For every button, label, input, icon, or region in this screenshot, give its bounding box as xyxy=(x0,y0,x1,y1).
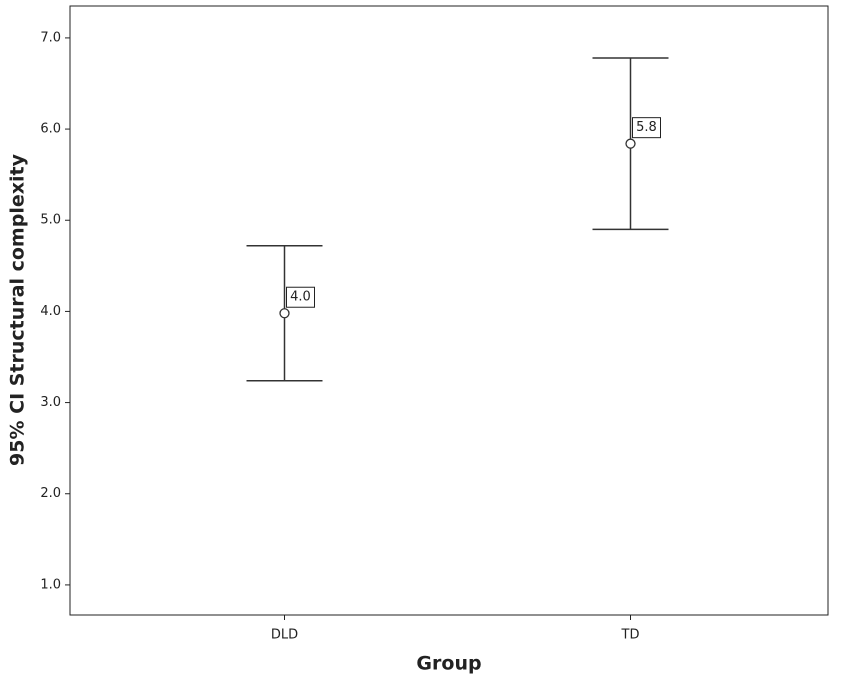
y-tick-label: 2.0 xyxy=(40,486,61,501)
x-axis-title: Group xyxy=(416,653,481,675)
y-tick-label: 4.0 xyxy=(40,304,61,319)
value-label-box xyxy=(286,286,315,308)
x-tick-label: DLD xyxy=(271,628,298,643)
y-tick-label: 3.0 xyxy=(40,395,61,410)
value-label: 5.8 xyxy=(636,120,657,135)
value-label: 4.0 xyxy=(290,290,311,305)
mean-marker xyxy=(279,308,290,319)
y-tick-label: 1.0 xyxy=(40,577,61,592)
y-tick-label: 5.0 xyxy=(40,213,61,228)
value-label-box xyxy=(632,117,661,139)
plot-frame xyxy=(69,5,829,616)
y-tick-label: 6.0 xyxy=(40,122,61,137)
mean-marker xyxy=(625,138,636,149)
y-axis-title: 95% CI Structural complexity xyxy=(7,153,29,466)
y-tick-label: 7.0 xyxy=(40,30,61,45)
x-tick-label: TD xyxy=(621,628,640,643)
